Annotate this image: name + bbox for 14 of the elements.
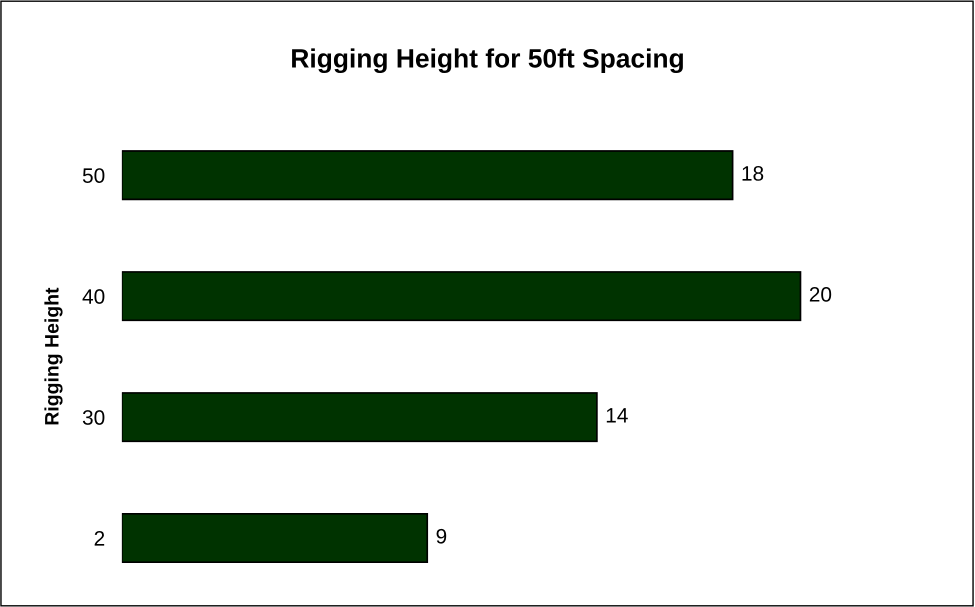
data-label: 20 — [810, 286, 832, 302]
bar — [122, 150, 734, 200]
y-tick-label: 50 — [82, 168, 104, 183]
bar — [122, 513, 428, 564]
bar — [122, 392, 598, 442]
y-tick-label: 2 — [94, 531, 104, 546]
y-tick-label: 40 — [82, 289, 104, 304]
chart-title: Rigging Height for 50ft Spacing — [292, 48, 683, 74]
data-label: 14 — [606, 408, 628, 422]
data-label: 9 — [436, 528, 446, 544]
y-tick-label: 30 — [82, 410, 104, 425]
data-label: 18 — [742, 166, 764, 181]
y-axis-title: Rigging Height — [44, 288, 63, 424]
bar — [122, 271, 802, 322]
